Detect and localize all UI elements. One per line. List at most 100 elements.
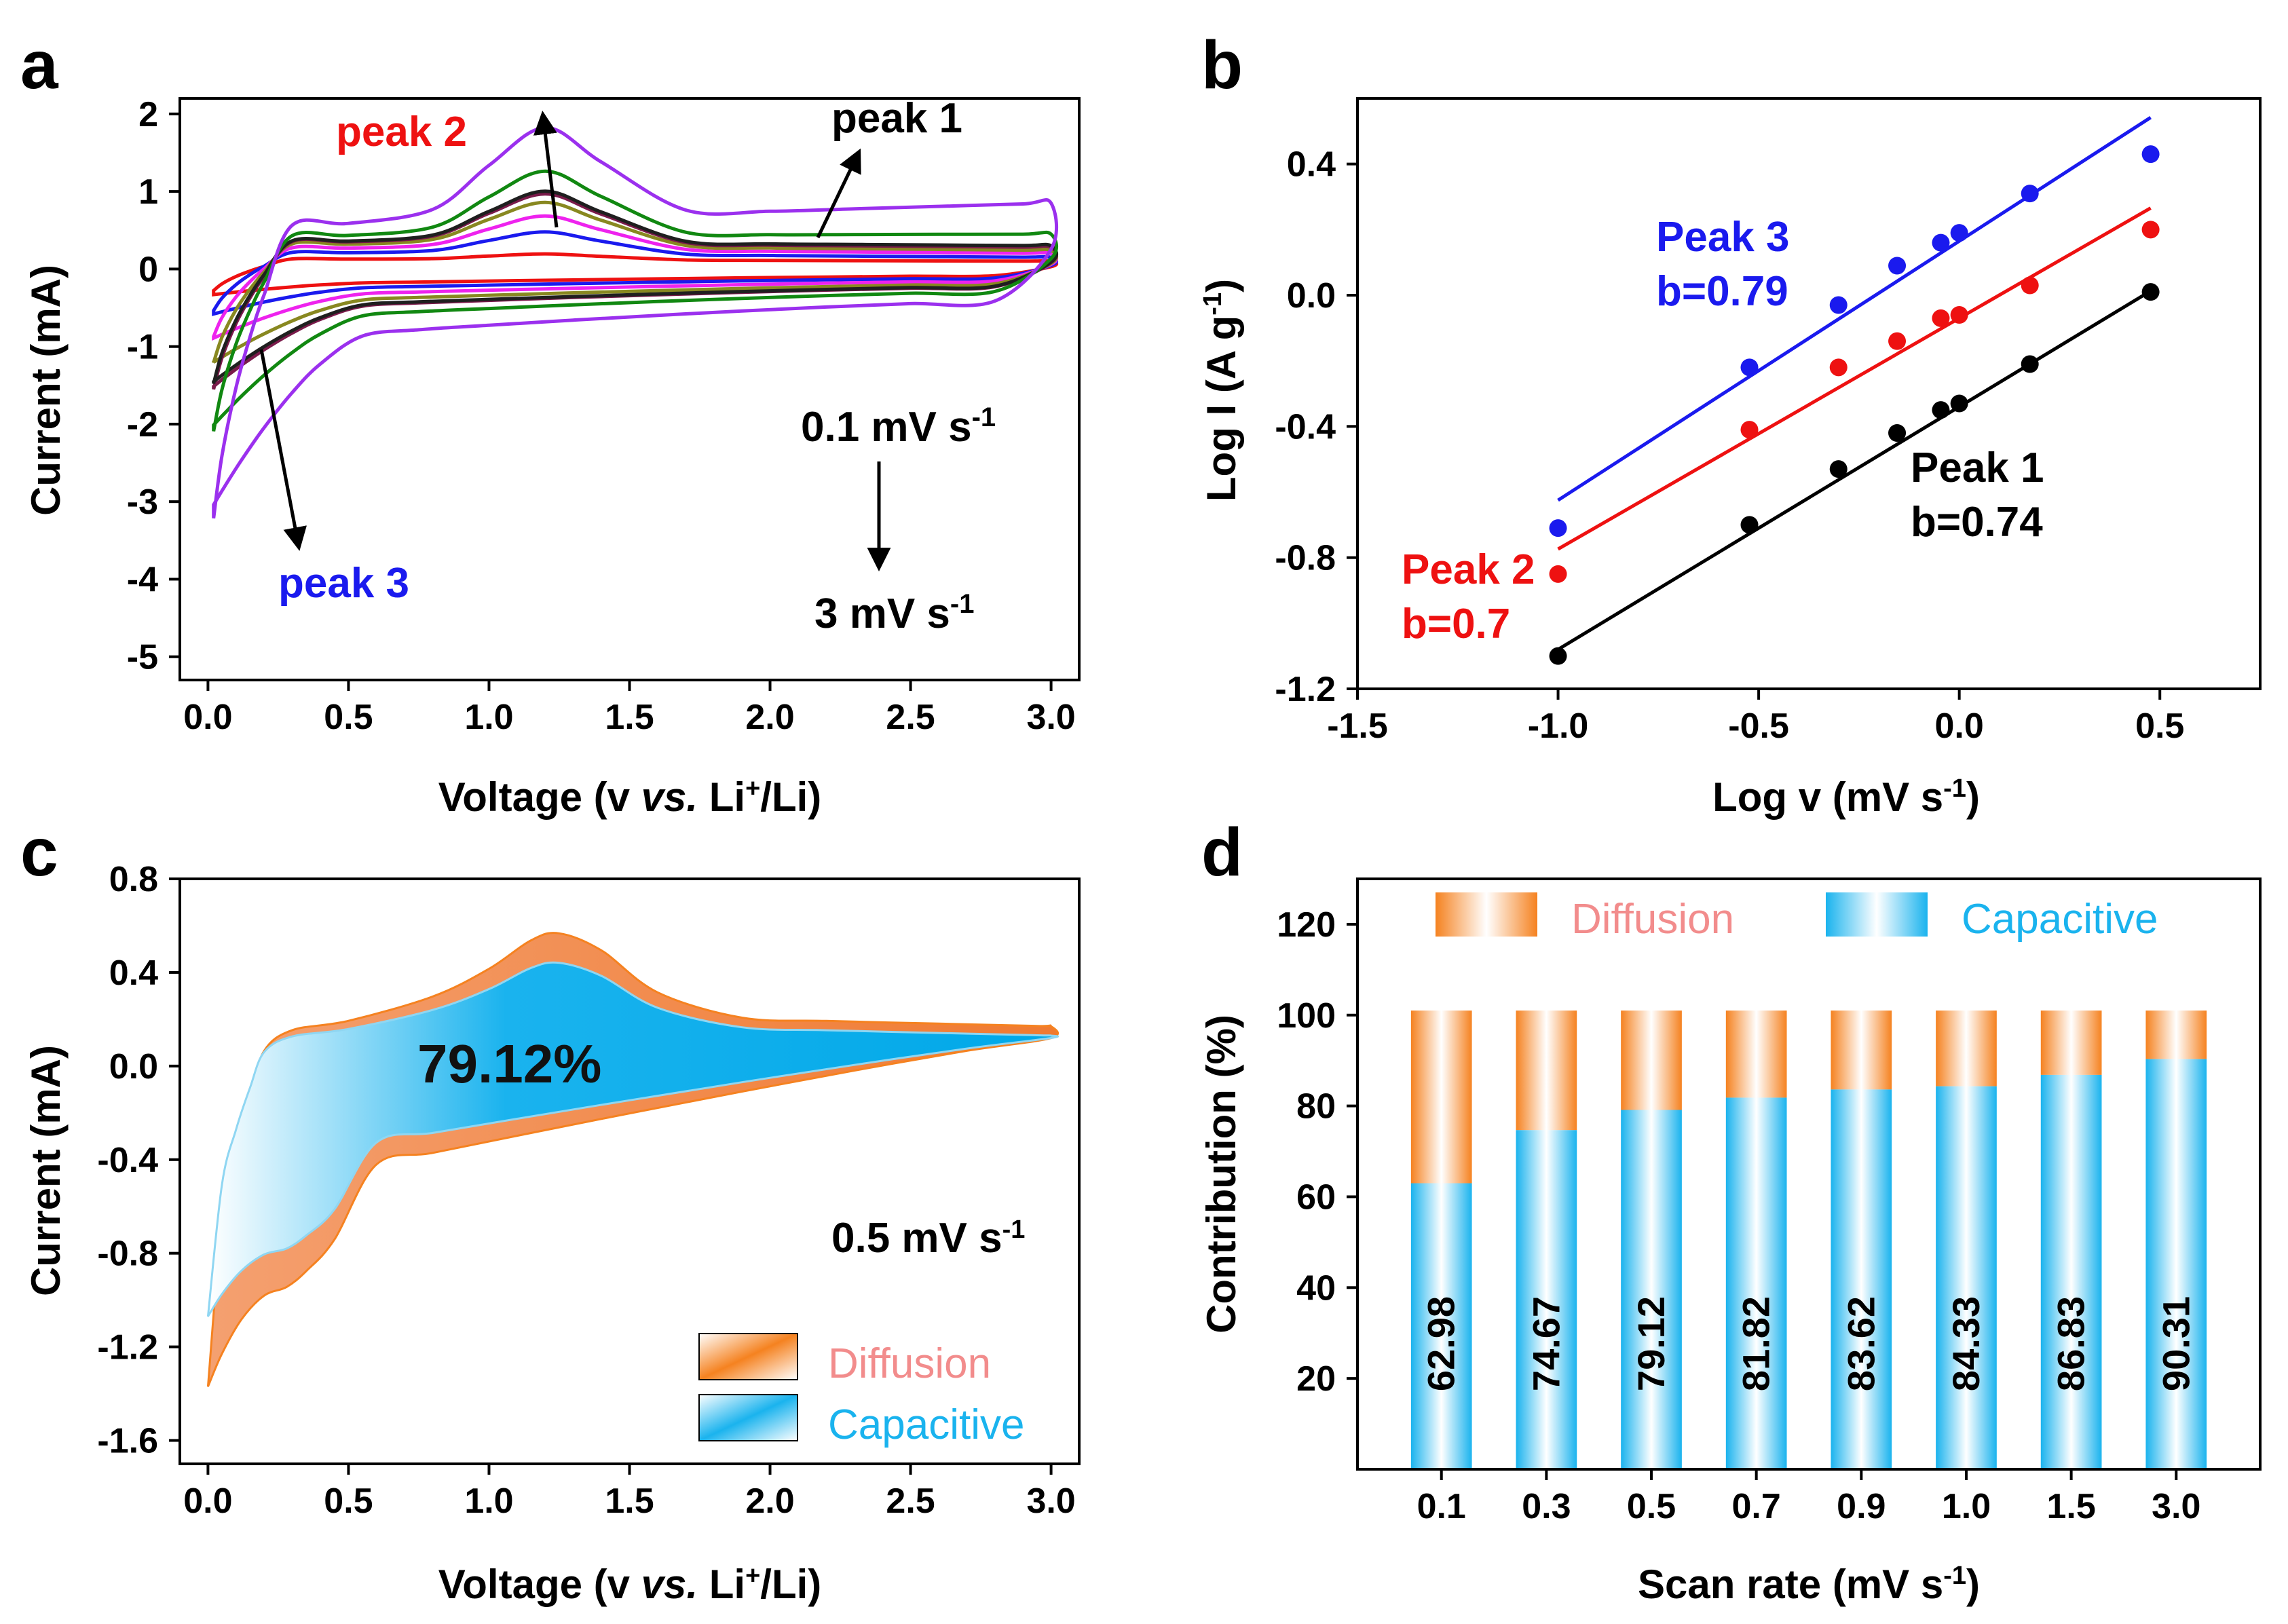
bar-capacitive-1.0	[1936, 1086, 1997, 1469]
c-xtick-label: 2.0	[745, 1481, 794, 1521]
fit-line-peak-3	[1557, 116, 2152, 502]
bar-capacitive-1.5	[2040, 1074, 2102, 1469]
d-xtick-label: 0.3	[1522, 1487, 1571, 1526]
data-point-peak-2	[1740, 421, 1759, 439]
cv-curve-8	[212, 126, 1059, 518]
y-axis-label-c: Current (mA)	[23, 1045, 69, 1296]
b-ytick-label: -0.8	[1275, 539, 1336, 578]
bar-group: 62.98 74.67 79.12 81.82 83.62 84.33 86.83 90.31	[1410, 1011, 2207, 1469]
bar-value-label-0.5: 79.12	[1630, 1296, 1672, 1391]
b-ytick-label: -0.4	[1275, 407, 1336, 447]
a-ytick-label: -4	[127, 560, 158, 599]
data-point-peak-1	[1932, 401, 1950, 419]
d-ytick-label: 40	[1296, 1268, 1336, 1308]
x-axis-label-a: Voltage (v vs. Li+/Li)	[438, 774, 822, 820]
b-ytick-label: 0.4	[1287, 145, 1336, 185]
c-ytick-label: 0.8	[109, 860, 158, 899]
a-ytick-label: -5	[127, 638, 158, 677]
b-xtick-label: 0.5	[2135, 706, 2184, 746]
d-xtick-label: 0.9	[1837, 1487, 1886, 1526]
peak3-label-a: peak 3	[278, 560, 409, 607]
bar-value-label-1.0: 84.33	[1945, 1296, 1987, 1391]
data-point-peak-1	[1549, 647, 1567, 665]
fit-line-peak-1	[1557, 289, 2152, 652]
peak1-slope-b: b=0.74	[1911, 499, 2043, 546]
peak3-name-b: Peak 3	[1656, 214, 1790, 261]
x-axis-label-c: Voltage (v vs. Li+/Li)	[438, 1562, 822, 1607]
data-point-peak-2	[1950, 306, 1968, 324]
bar-diffusion-0.7	[1725, 1011, 1787, 1098]
data-point-peak-2	[1829, 358, 1848, 377]
bar-diffusion-0.1	[1410, 1011, 1472, 1184]
capacitive-area	[206, 961, 1059, 1317]
fit-marks-group	[1549, 116, 2160, 665]
cv-curve-group	[212, 126, 1059, 518]
bar-capacitive-0.1	[1410, 1183, 1472, 1469]
plot-frame-b	[1356, 97, 2262, 690]
capacitive-percent-label-c: 79.12%	[417, 1034, 601, 1094]
peak1-label-a: peak 1	[831, 95, 962, 142]
a-xtick-label: 0.5	[324, 698, 373, 737]
panel-d-contribution-bars: 62.98 74.67 79.12 81.82 83.62 84.33 86.83 90.31…	[1199, 877, 2262, 1607]
peak2-slope-b: b=0.7	[1402, 601, 1510, 647]
rate-bottom-label-a: 3 mV s-1	[814, 589, 974, 637]
rate-label-c: 0.5 mV s-1	[831, 1215, 1025, 1262]
data-point-peak-3	[1549, 519, 1567, 537]
data-point-peak-1	[2141, 283, 2160, 301]
arrow-peak2-a	[533, 111, 559, 228]
c-ytick-label: -1.2	[97, 1328, 158, 1367]
data-point-peak-2	[1549, 565, 1567, 583]
data-point-peak-2	[2021, 276, 2039, 295]
panel-a-cv-curves: 0.0 0.5 1.0 1.5 2.0 2.5 3.0 -5 -4 -3 -2 -1 0 1 2 Volta…	[23, 95, 1081, 820]
d-xtick-label: 3.0	[2152, 1487, 2200, 1526]
data-point-peak-3	[1829, 296, 1848, 314]
bar-diffusion-0.5	[1621, 1011, 1682, 1110]
y-axis-label-d: Contribution (%)	[1199, 1015, 1244, 1334]
x-axis-label-b: Log v (mV s-1)	[1712, 774, 1980, 820]
legend-swatch-capacitive-d	[1826, 892, 1928, 937]
a-xtick-label: 2.5	[886, 698, 935, 737]
legend-label-capacitive-d: Capacitive	[1962, 896, 2158, 943]
panel-letter-d: d	[1201, 814, 1243, 890]
b-ytick-label: -1.2	[1275, 670, 1336, 709]
contribution-area-group	[206, 932, 1059, 1387]
bar-capacitive-0.3	[1516, 1130, 1577, 1469]
c-ytick-label: -0.8	[97, 1234, 158, 1274]
data-point-peak-3	[2141, 145, 2160, 164]
panel-letter-c: c	[20, 814, 58, 890]
c-xtick-label: 3.0	[1026, 1481, 1075, 1521]
bar-value-label-0.1: 62.98	[1420, 1296, 1463, 1391]
a-ytick-label: 1	[138, 172, 158, 212]
bar-value-label-0.3: 74.67	[1524, 1296, 1567, 1391]
a-xtick-label: 2.0	[745, 698, 794, 737]
peak2-label-a: peak 2	[336, 109, 467, 155]
a-ytick-label: -1	[127, 328, 158, 367]
axis-ticks-a: 0.0 0.5 1.0 1.5 2.0 2.5 3.0 -5 -4 -3 -2 -1 0 1 2	[127, 95, 1076, 737]
y-axis-label-a: Current (mA)	[23, 265, 69, 516]
peak1-name-b: Peak 1	[1911, 445, 2044, 491]
c-xtick-label: 2.5	[886, 1481, 935, 1521]
legend-swatch-diffusion-d	[1436, 892, 1537, 937]
a-ytick-label: -3	[127, 483, 158, 522]
bar-diffusion-1.0	[1936, 1011, 1997, 1087]
a-ytick-label: 0	[138, 250, 158, 289]
c-xtick-label: 1.0	[464, 1481, 513, 1521]
d-ytick-label: 120	[1277, 905, 1336, 945]
bar-diffusion-0.9	[1831, 1011, 1892, 1090]
c-xtick-label: 1.5	[605, 1481, 654, 1521]
cv-curve-3	[212, 214, 1058, 341]
b-xtick-label: -0.5	[1728, 706, 1789, 746]
b-xtick-label: 0.0	[1935, 706, 1984, 746]
bar-value-label-1.5: 86.83	[2050, 1296, 2093, 1391]
bar-value-label-0.9: 83.62	[1839, 1296, 1882, 1391]
b-xtick-label: -1.0	[1528, 706, 1589, 746]
x-axis-label-d: Scan rate (mV s-1)	[1638, 1562, 1980, 1607]
bar-value-label-3.0: 90.31	[2154, 1296, 2197, 1391]
arrow-peak3-a	[259, 349, 307, 551]
bar-diffusion-1.5	[2040, 1011, 2102, 1075]
data-point-peak-1	[1740, 516, 1759, 534]
a-xtick-label: 1.0	[464, 698, 513, 737]
panel-c-contribution-cv: 0.0 0.5 1.0 1.5 2.0 2.5 3.0 -1.6 -1.2 -0.8 -0.4 0.0…	[23, 860, 1081, 1607]
peak2-name-b: Peak 2	[1402, 546, 1535, 593]
